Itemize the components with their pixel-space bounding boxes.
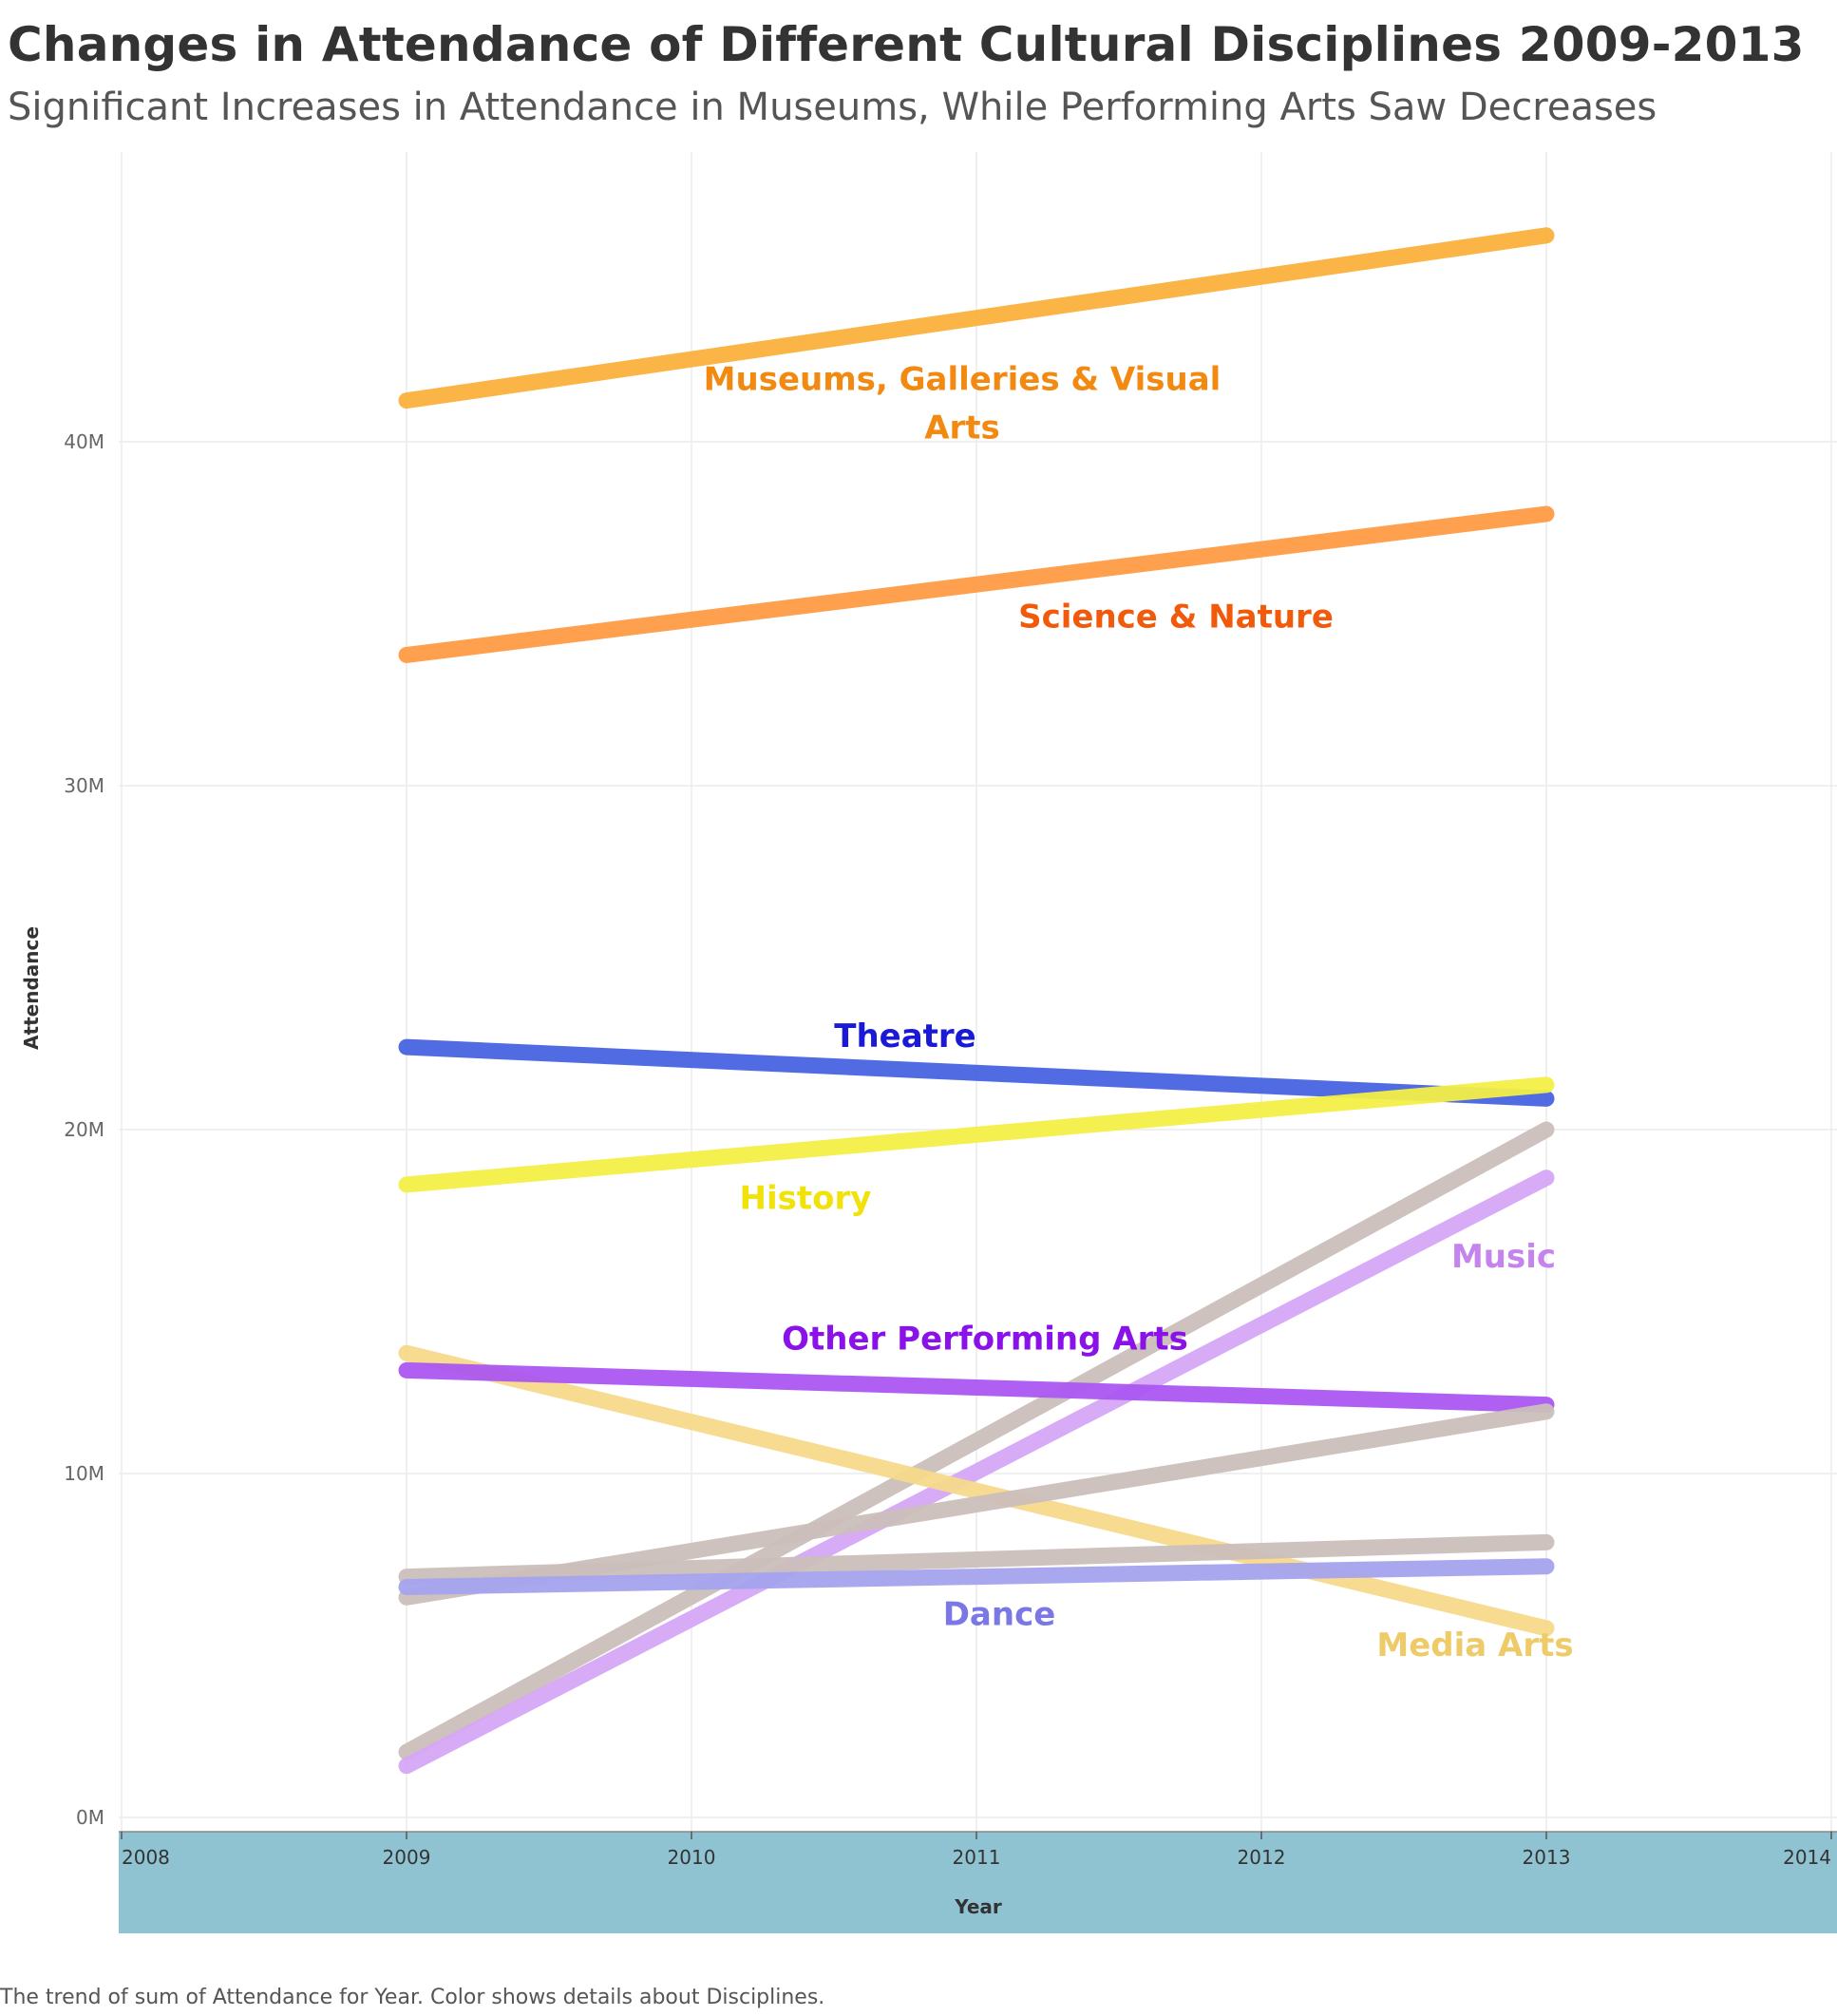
x-axis-band <box>119 1832 1837 1933</box>
x-tick-label: 2014 <box>1783 1846 1831 1869</box>
x-axis-title: Year <box>954 1895 1002 1918</box>
y-tick-label: 0M <box>76 1806 104 1829</box>
y-tick-label: 10M <box>64 1462 104 1485</box>
series-line <box>398 1361 1555 1414</box>
series-label: Dance <box>943 1595 1056 1633</box>
series-label: Other Performing Arts <box>782 1321 1188 1359</box>
x-tick-label: 2011 <box>953 1846 1001 1869</box>
chart-caption: The trend of sum of Attendance for Year.… <box>0 1986 825 2009</box>
chart-subtitle: Significant Increases in Attendance in M… <box>8 86 1657 129</box>
x-axis-ticks: 2008 2009 2010 2011 2012 2013 2014 <box>121 1832 1832 1869</box>
series-line <box>398 1344 1555 1637</box>
series-line <box>398 227 1555 409</box>
series-line <box>398 1076 1555 1193</box>
series-labels: Museums, Galleries & Visual Arts Science &… <box>704 361 1574 1664</box>
x-tick-label: 2008 <box>122 1846 170 1869</box>
x-tick-label: 2013 <box>1523 1846 1571 1869</box>
series-line <box>398 1038 1555 1107</box>
x-tick-label: 2012 <box>1238 1846 1286 1869</box>
series-lines <box>398 227 1555 1775</box>
series-line <box>398 1121 1555 1760</box>
series-line <box>398 1558 1555 1595</box>
y-tick-label: 40M <box>64 430 104 453</box>
series-line <box>398 1533 1555 1586</box>
series-label: Museums, Galleries & Visual <box>704 361 1222 399</box>
chart-title: Changes in Attendance of Different Cultu… <box>8 17 1805 72</box>
series-line <box>398 505 1555 663</box>
series-label: Arts <box>924 409 1000 447</box>
y-tick-label: 30M <box>64 774 104 797</box>
series-label: History <box>740 1179 872 1217</box>
y-axis-ticks: 0M 10M 20M 30M 40M <box>64 430 104 1829</box>
x-tick-label: 2010 <box>668 1846 716 1869</box>
series-label: Theatre <box>834 1018 975 1056</box>
series-label: Media Arts <box>1376 1626 1573 1664</box>
y-axis-title: Attendance <box>20 926 43 1050</box>
series-label: Music <box>1451 1238 1556 1276</box>
x-tick-label: 2009 <box>383 1846 431 1869</box>
series-line <box>398 1170 1555 1775</box>
y-tick-label: 20M <box>64 1118 104 1141</box>
series-label: Science & Nature <box>1018 598 1334 636</box>
